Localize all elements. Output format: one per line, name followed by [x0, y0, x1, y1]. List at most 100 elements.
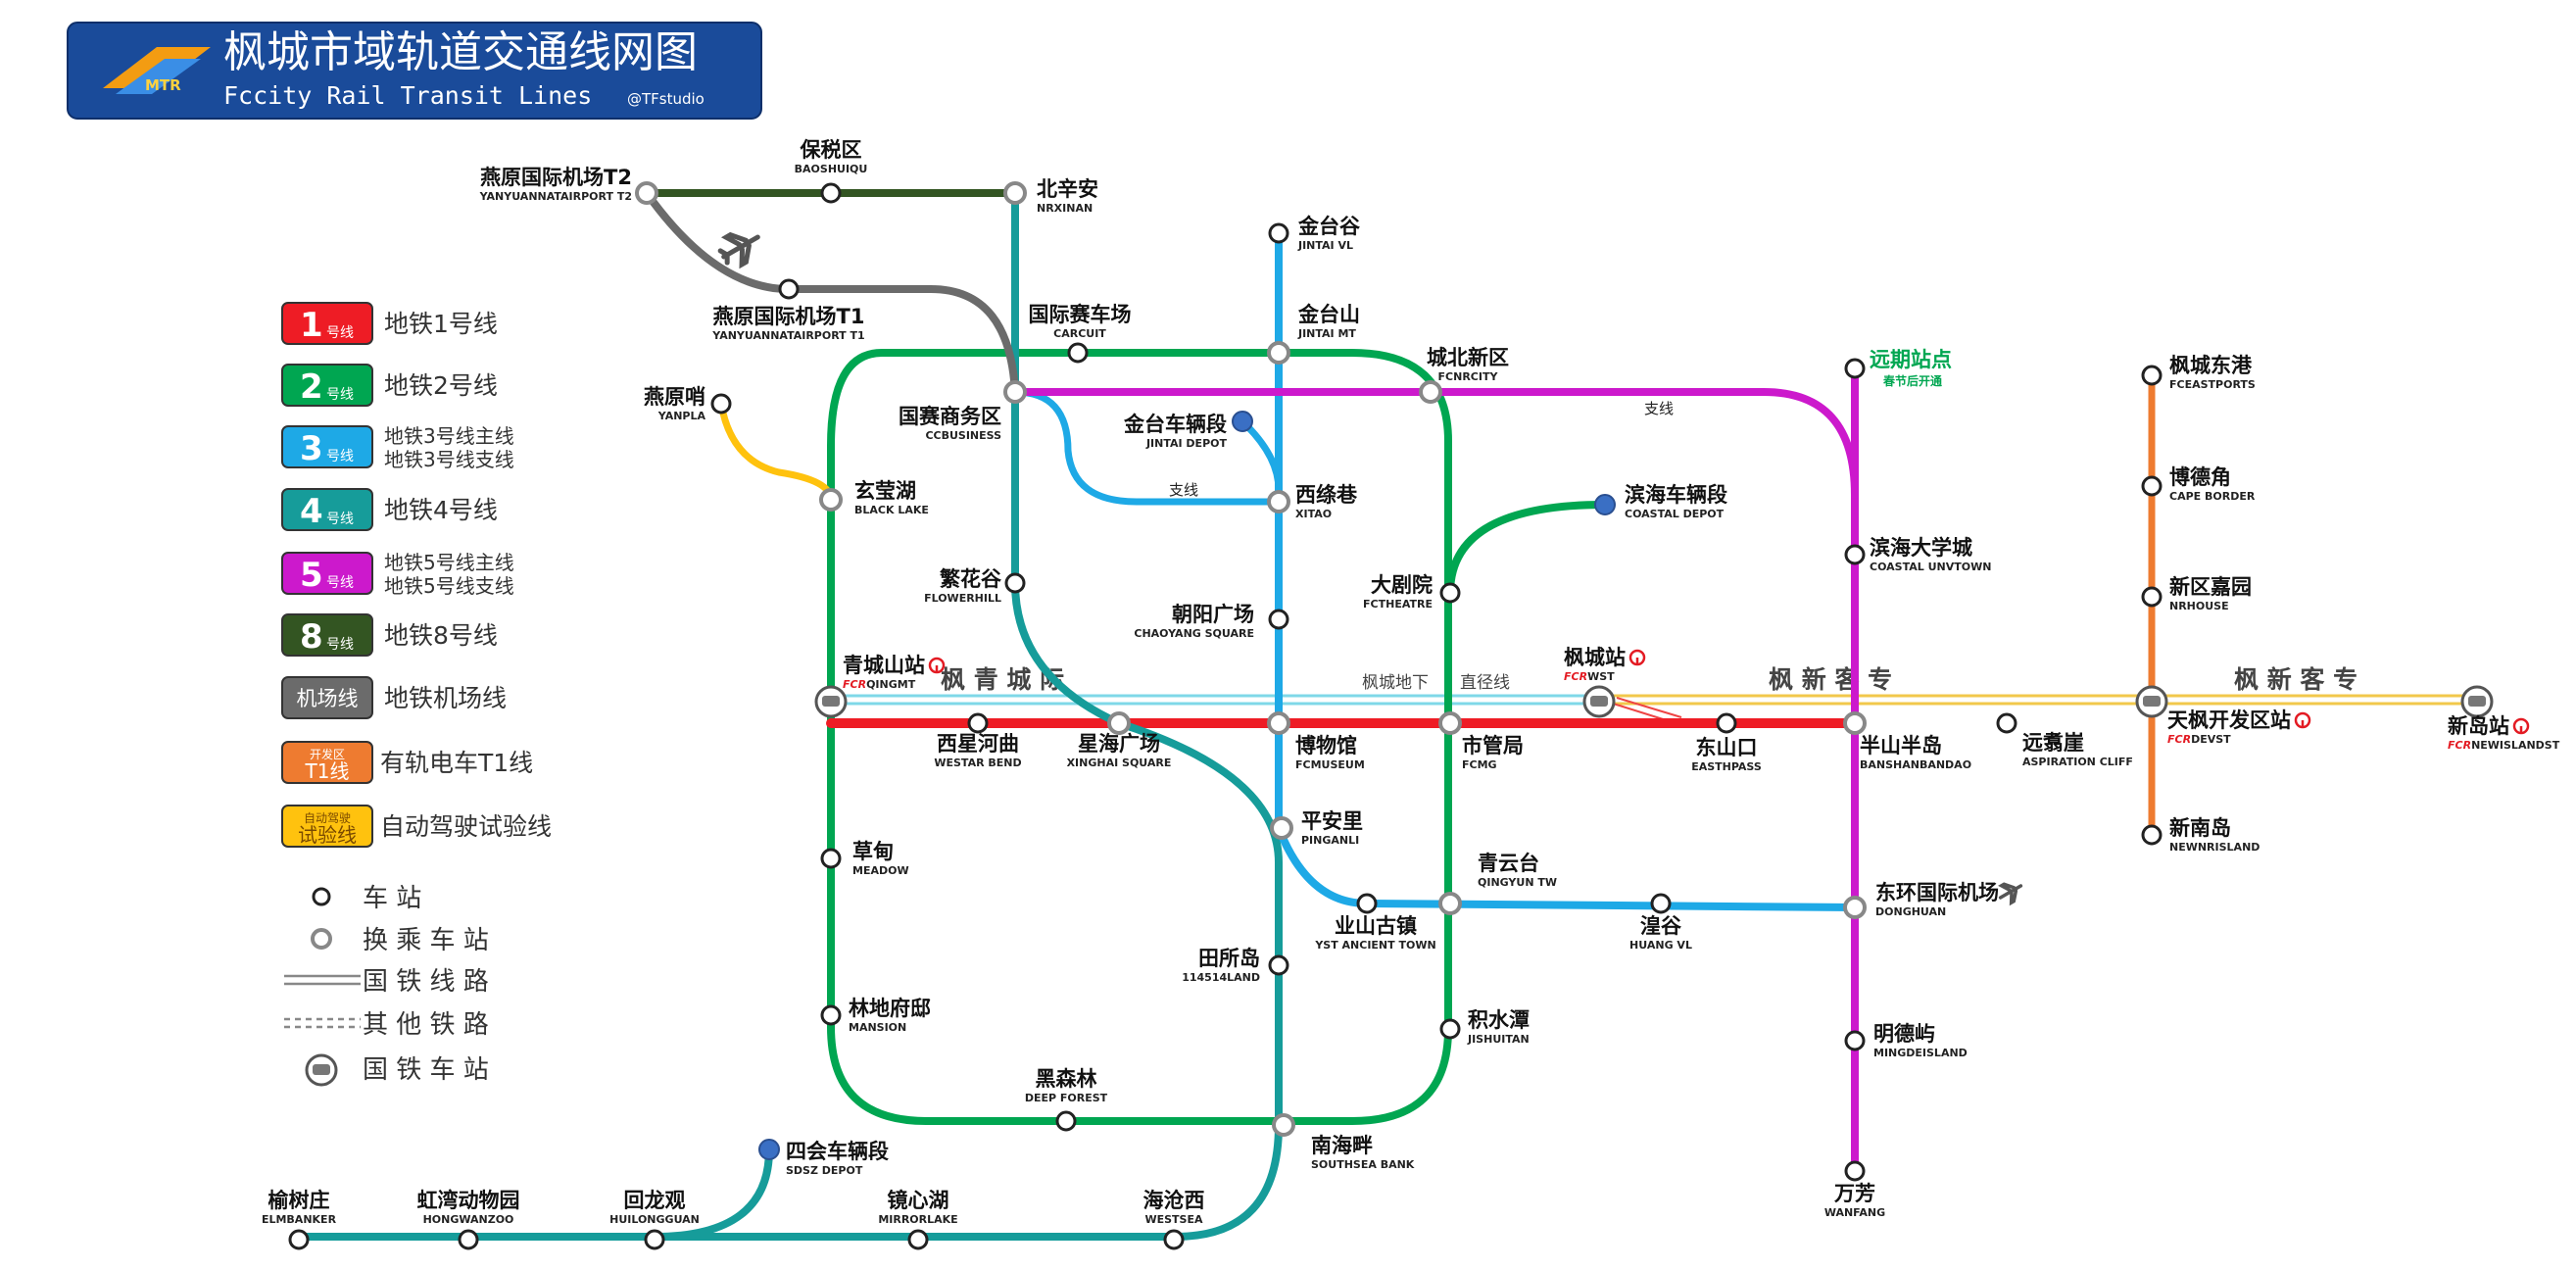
station-name: 草甸	[852, 840, 894, 863]
national-rail-station-icon[interactable]	[1582, 685, 1616, 718]
station-name-en: FCRNEWISLANDST	[2448, 739, 2560, 752]
station-marker[interactable]	[2141, 475, 2163, 497]
station-marker[interactable]	[288, 1229, 310, 1250]
station-marker[interactable]	[458, 1229, 479, 1250]
interchange-marker[interactable]	[1267, 341, 1290, 365]
station-name: 四会车辆段	[786, 1140, 889, 1163]
station-name-en: COASTAL DEPOT	[1625, 508, 1725, 520]
station-marker[interactable]	[2141, 365, 2163, 386]
interchange-marker[interactable]	[1267, 490, 1290, 513]
station-name: 青云台	[1478, 852, 1539, 875]
legend-badge-number: 5	[300, 556, 323, 595]
station-marker[interactable]	[907, 1229, 929, 1250]
legend-badge	[281, 741, 373, 784]
station-marker[interactable]	[1844, 1030, 1866, 1051]
station-marker[interactable]	[820, 848, 842, 869]
station-marker[interactable]	[967, 712, 989, 734]
legend-badge-suffix: 号线	[326, 325, 354, 341]
station-marker[interactable]	[1716, 712, 1737, 734]
interchange-marker[interactable]	[1843, 896, 1867, 919]
station-name-en: FLOWERHILL	[924, 592, 1001, 605]
interchange-marker[interactable]	[1272, 1113, 1295, 1137]
national-rail-station-icon[interactable]	[814, 685, 848, 718]
station-name-en: FCEASTPORTS	[2169, 378, 2256, 391]
interchange-marker[interactable]	[819, 488, 843, 512]
interchange-marker[interactable]	[1438, 892, 1462, 915]
station-marker[interactable]	[710, 393, 732, 415]
station-marker[interactable]	[820, 1004, 842, 1026]
legend-badge-number: 3	[300, 429, 323, 468]
station-marker[interactable]	[644, 1229, 665, 1250]
station-name: 博德角	[2169, 465, 2231, 489]
legend-badge-number: 1	[300, 306, 323, 345]
station-name-en: CARCUIT	[1053, 327, 1106, 340]
station-marker[interactable]	[1844, 1160, 1866, 1182]
station-marker[interactable]	[2141, 824, 2163, 846]
interchange-marker[interactable]	[1003, 380, 1027, 404]
station-marker[interactable]	[1996, 712, 2017, 734]
stations	[288, 181, 2494, 1250]
station-marker[interactable]	[1268, 609, 1289, 630]
legend-line-0: 1 号线 地铁1号线	[281, 302, 498, 345]
legend-line-text: 自动驾驶试验线	[380, 812, 552, 841]
station-marker[interactable]	[820, 182, 842, 204]
interchange-marker[interactable]	[1107, 711, 1131, 735]
interchange-marker[interactable]	[1267, 711, 1290, 735]
station-marker[interactable]	[1268, 954, 1289, 976]
national-rail-station-icon[interactable]	[2460, 685, 2494, 718]
station-marker[interactable]	[1004, 572, 1026, 594]
national-rail-station-icon[interactable]	[2135, 685, 2168, 718]
station-marker[interactable]	[1356, 893, 1378, 914]
station-marker[interactable]	[1163, 1229, 1185, 1250]
depot-marker[interactable]	[1232, 411, 1253, 432]
legend-badge-suffix: 号线	[326, 449, 354, 464]
station-marker[interactable]	[1439, 1018, 1461, 1040]
legend-line-6: 机场线 地铁机场线	[281, 676, 507, 719]
interchange-marker[interactable]	[1438, 711, 1462, 735]
future-station-label: 远期站点 春节后开通	[1870, 348, 1952, 388]
station-name-en: EASTHPASS	[1691, 760, 1762, 773]
legend-badge-label: 试验线	[298, 823, 357, 847]
legend-line-5: 8 号线 地铁8号线	[281, 613, 498, 657]
station-name-en: WANFANG	[1824, 1206, 1885, 1219]
depot-marker[interactable]	[758, 1139, 780, 1160]
interchange-marker[interactable]	[1843, 711, 1867, 735]
line-4-depot-path	[651, 1146, 773, 1241]
station-name-en-text: DEVST	[2191, 733, 2231, 746]
station-name-en: HONGWANZOO	[423, 1213, 514, 1226]
rail-logo-icon	[928, 657, 946, 674]
future-station-marker[interactable]	[1844, 358, 1866, 379]
railway-label-xinke-2: 枫 新 客 专	[2234, 665, 2357, 694]
station-marker[interactable]	[1650, 893, 1672, 914]
station-marker[interactable]	[1067, 342, 1089, 364]
depot-marker[interactable]	[1594, 494, 1616, 515]
station-name: 玄莹湖	[854, 479, 916, 503]
station-name-en: MEADOW	[852, 864, 909, 877]
station-name-en: MIRRORLAKE	[878, 1213, 957, 1226]
legend-line-3: 4 号线 地铁4号线	[281, 488, 498, 531]
station-name-en: FCNRCITY	[1438, 370, 1499, 383]
rail-logo-icon	[1628, 649, 1646, 666]
legend-badge	[281, 805, 373, 848]
station-marker[interactable]	[1055, 1110, 1077, 1132]
station-marker[interactable]	[1844, 544, 1866, 565]
station-marker[interactable]	[778, 278, 800, 300]
interchange-marker[interactable]	[1419, 380, 1442, 404]
station-marker[interactable]	[1268, 222, 1289, 244]
station-name-en: NEWNRISLAND	[2169, 841, 2260, 854]
legend-badge-number: 8	[300, 617, 323, 657]
interchange-marker[interactable]	[1270, 816, 1293, 840]
interchange-marker[interactable]	[635, 181, 658, 205]
station-marker[interactable]	[2141, 586, 2163, 608]
station-name: 西绦巷	[1295, 483, 1358, 507]
interchange-marker[interactable]	[1003, 181, 1027, 205]
station-marker[interactable]	[1439, 582, 1461, 604]
